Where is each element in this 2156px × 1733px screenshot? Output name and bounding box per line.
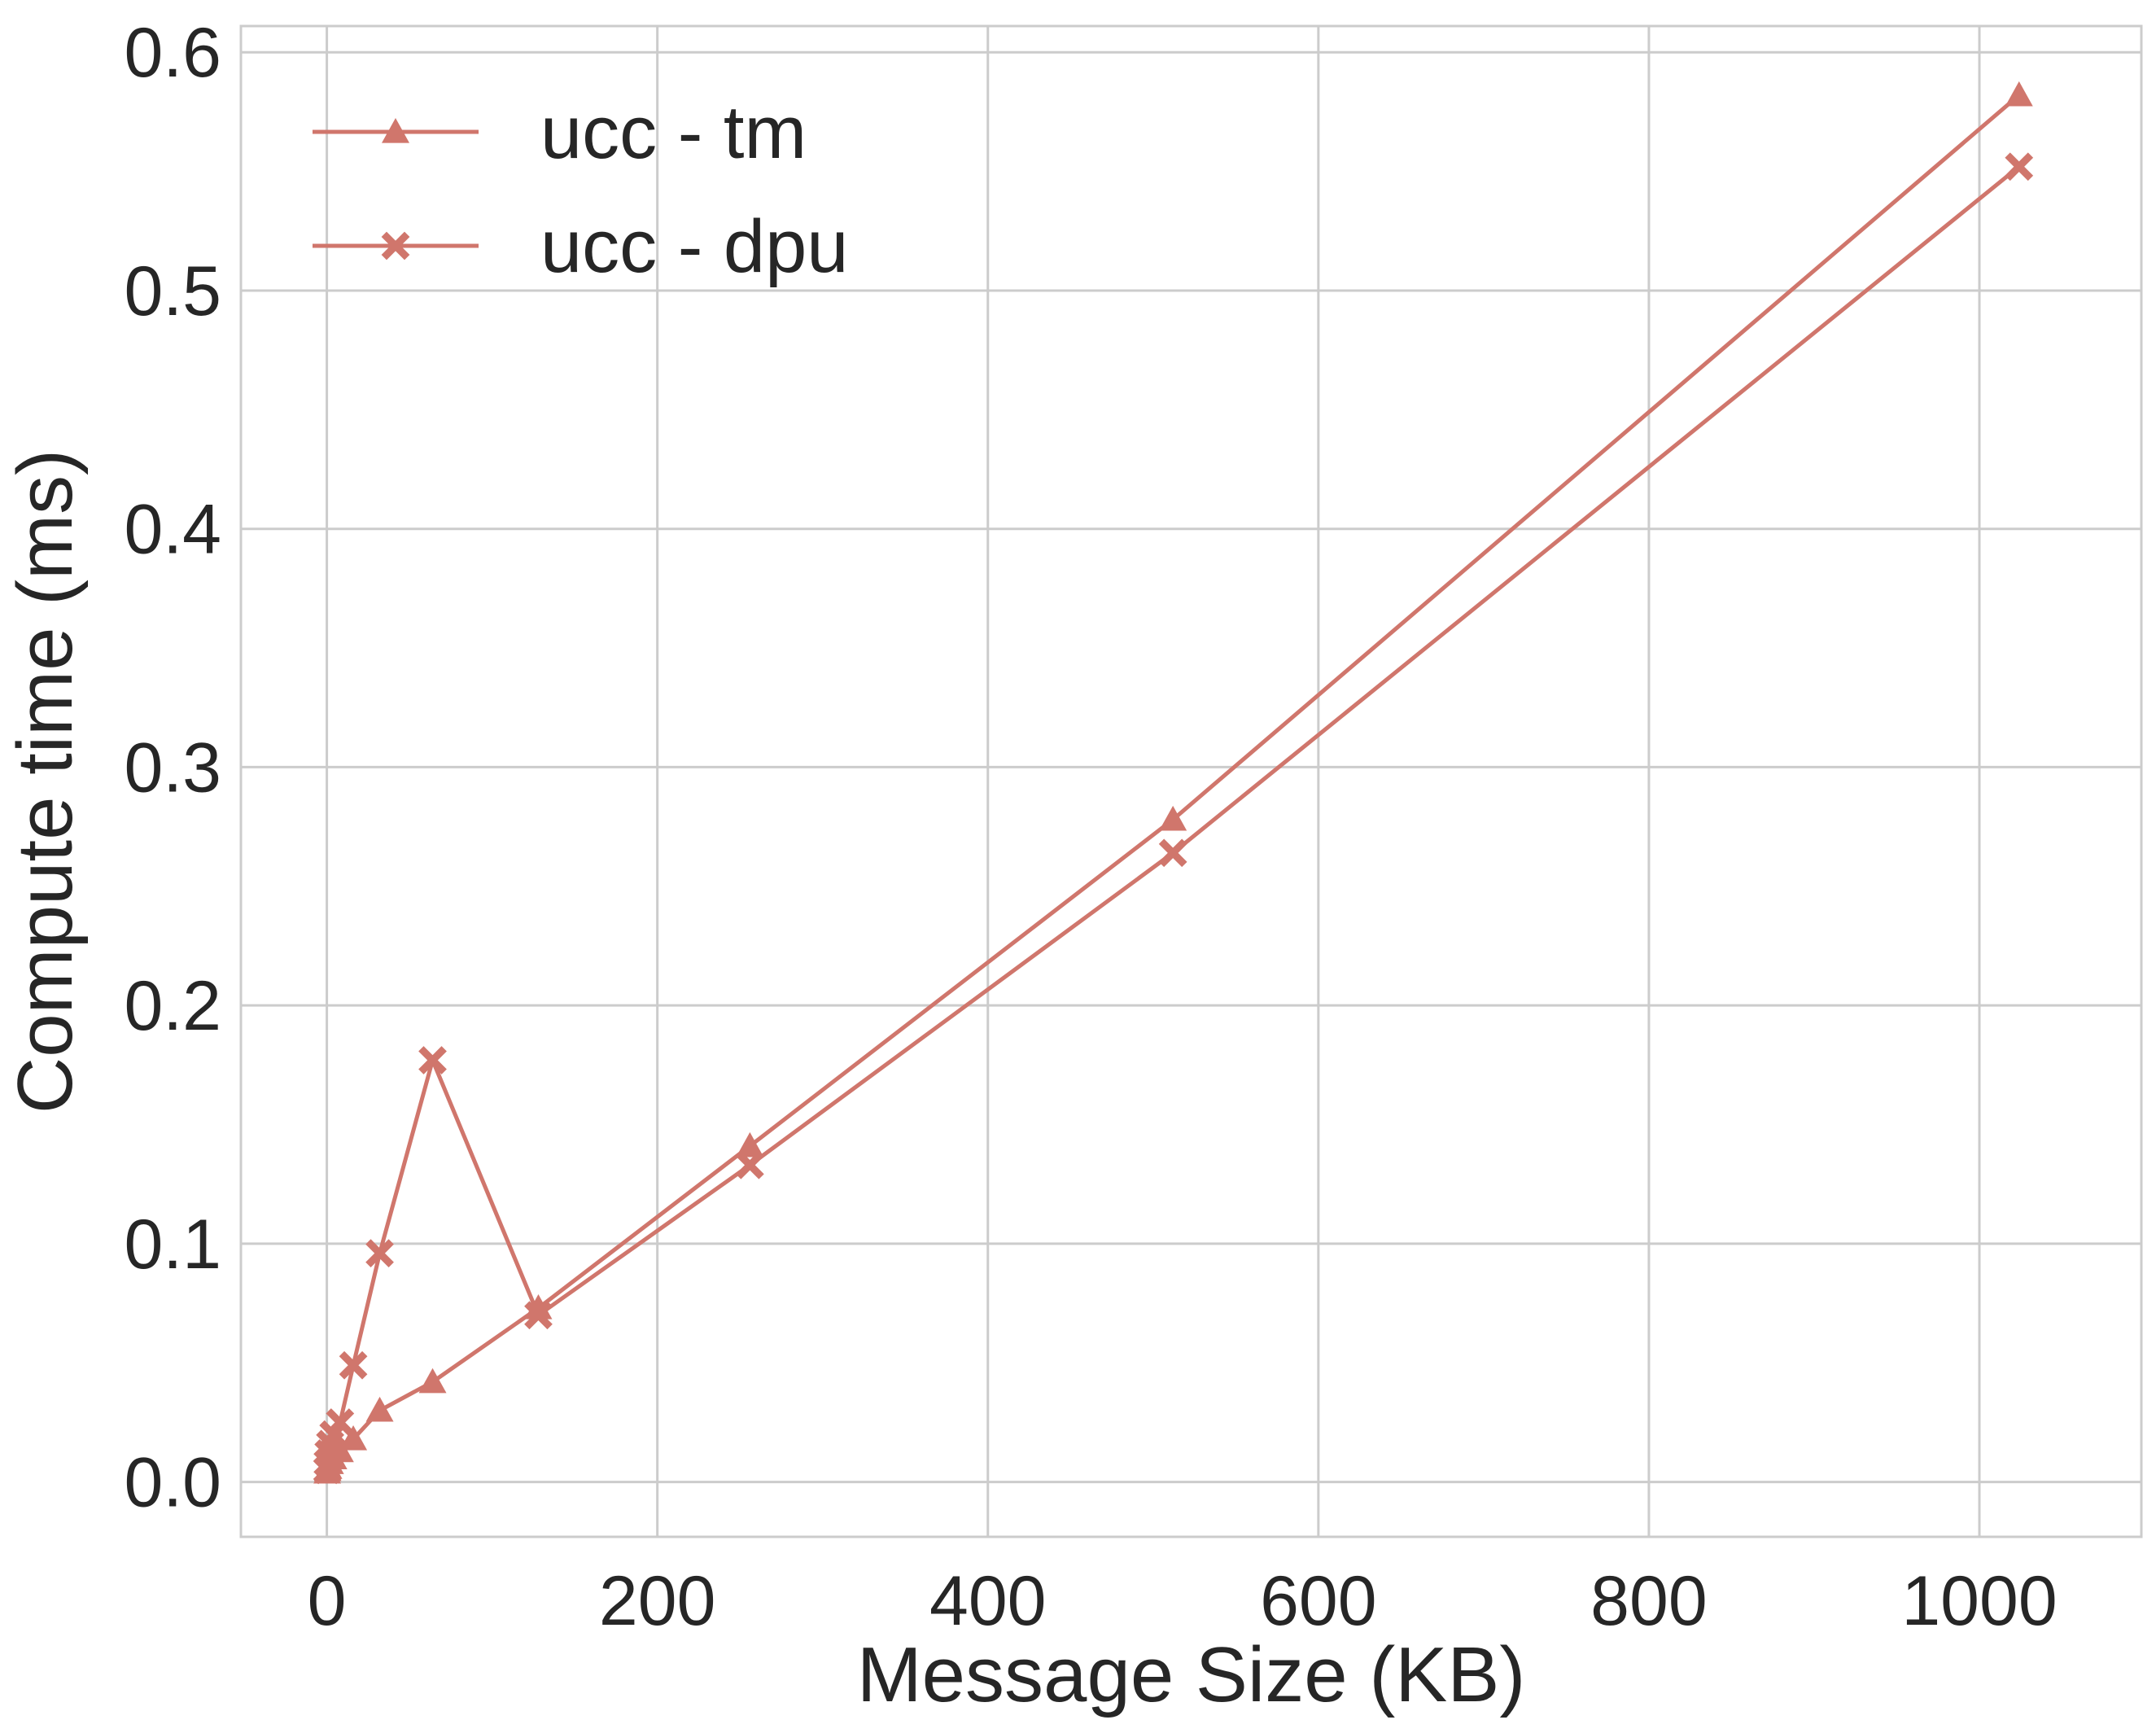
data-point [1158, 838, 1187, 868]
plot-frame [239, 24, 2143, 1538]
data-point [365, 1239, 394, 1267]
grid [241, 26, 2141, 1537]
y-axis-label: Compute time (ms) [2, 449, 89, 1114]
legend-marker [382, 118, 409, 143]
x-tick-label: 600 [1260, 1562, 1377, 1640]
y-tick-label: 0.2 [124, 967, 221, 1045]
data-point [418, 1046, 447, 1074]
data-point [418, 1368, 447, 1394]
x-tick-label: 400 [929, 1562, 1047, 1640]
data-point [326, 1408, 355, 1437]
data-point [524, 1301, 553, 1330]
series-line [325, 93, 2021, 1473]
y-tick-label: 0.4 [124, 491, 221, 569]
y-tick-label: 0.1 [124, 1206, 221, 1284]
data-point [736, 1150, 764, 1179]
legend-item: ucc - dpu [313, 205, 848, 288]
data-point [2005, 152, 2034, 182]
data-point [319, 1420, 348, 1449]
series-group [313, 81, 2034, 1485]
data-point [339, 1350, 368, 1380]
y-tick-label: 0.0 [124, 1444, 221, 1522]
legend-marker [381, 231, 410, 260]
legend-item: ucc - tm [313, 91, 807, 174]
legend-label: ucc - tm [540, 91, 807, 174]
x-tick-label: 1000 [1901, 1562, 2057, 1640]
x-tick-label: 200 [599, 1562, 716, 1640]
data-point [1159, 805, 1187, 831]
data-point [736, 1131, 764, 1158]
x-tick-label: 800 [1590, 1562, 1708, 1640]
y-tick-label: 0.6 [124, 14, 221, 92]
series-2 [313, 152, 2034, 1485]
y-tick-label: 0.5 [124, 252, 221, 330]
x-axis-ticks: 0 200 400 600 800 1000 [308, 1562, 2058, 1640]
y-tick-label: 0.3 [124, 729, 221, 807]
legend-label: ucc - dpu [540, 205, 848, 288]
x-axis-label: Message Size (KB) [857, 1631, 1526, 1718]
data-point [2005, 81, 2033, 107]
legend: ucc - tm ucc - dpu [313, 91, 848, 288]
y-axis-ticks: 0.0 0.1 0.2 0.3 0.4 0.5 0.6 [124, 14, 221, 1521]
x-tick-label: 0 [308, 1562, 347, 1640]
data-point [365, 1396, 394, 1422]
